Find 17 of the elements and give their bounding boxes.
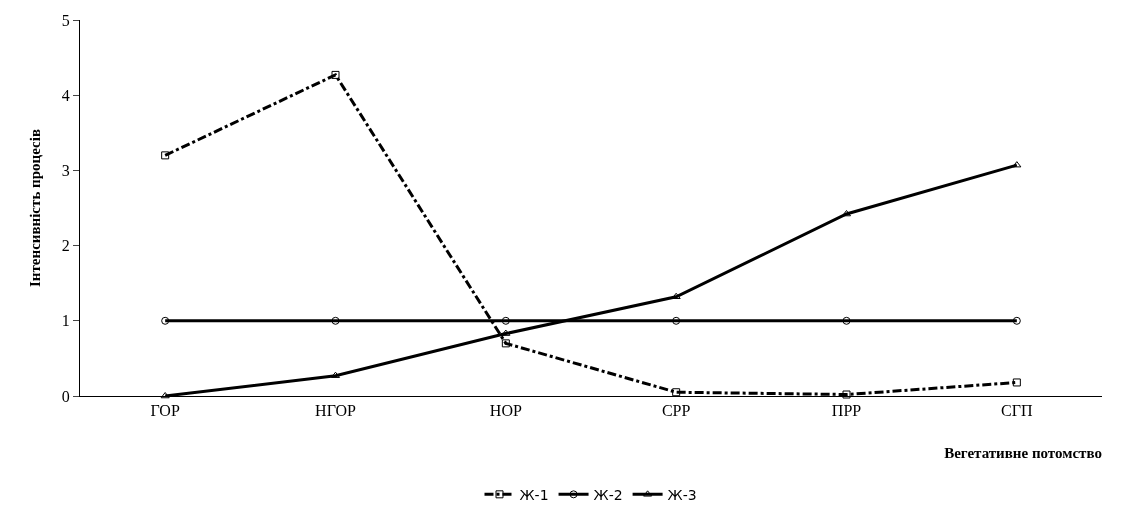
y-tick-label: 5: [61, 11, 70, 29]
x-tick-label: СРР: [661, 402, 691, 420]
legend-label: Ж-2: [593, 486, 623, 503]
y-axis-title: Інтенсивність процесів: [27, 129, 43, 287]
y-tick-label: 1: [61, 312, 70, 330]
y-tick-label: 4: [61, 86, 70, 104]
x-tick-label: СГП: [1001, 402, 1034, 420]
x-tick-label: ПРР: [831, 402, 862, 420]
x-tick-label: ГОР: [150, 402, 180, 420]
legend-label: Ж-1: [519, 486, 549, 503]
y-tick-label: 3: [61, 162, 70, 179]
y-tick-label: 2: [61, 237, 70, 255]
legend-label: Ж-3: [667, 486, 697, 503]
x-tick-label: НОР: [489, 402, 522, 420]
x-tick-label: НГОР: [315, 402, 357, 420]
x-axis-title: Вегетативне потомство: [944, 445, 1102, 461]
y-tick-label: 0: [61, 387, 70, 405]
